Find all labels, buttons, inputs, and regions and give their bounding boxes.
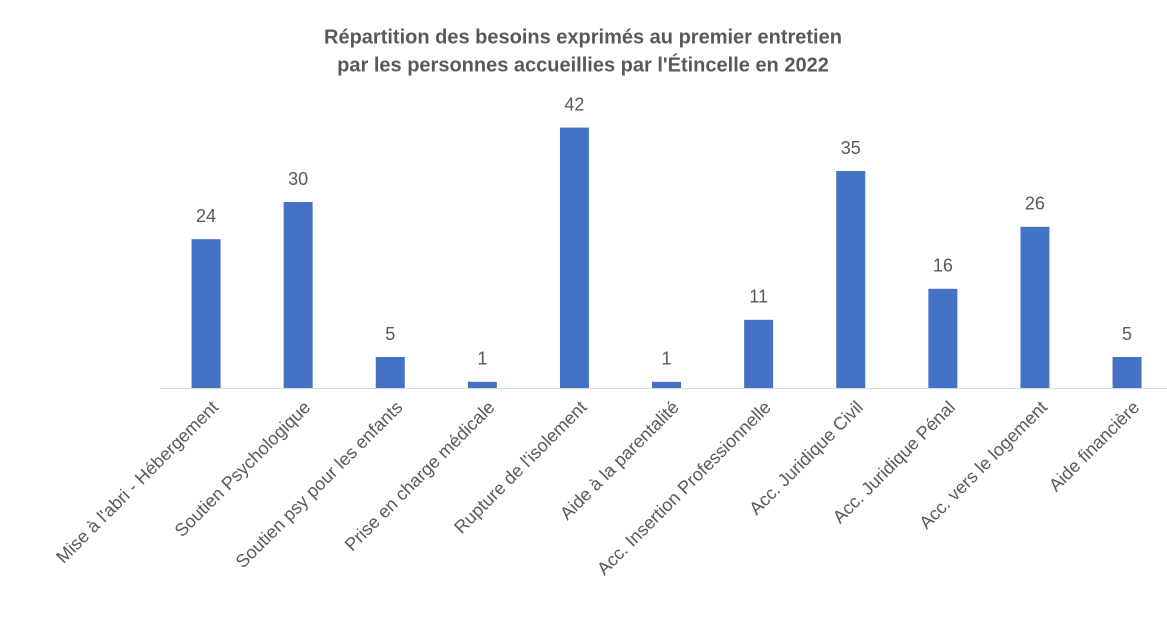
bar <box>1020 226 1050 388</box>
data-label: 5 <box>385 324 395 344</box>
bar <box>652 381 682 388</box>
x-tick-label: Prise en charge médicale <box>341 397 499 555</box>
data-label: 16 <box>933 256 953 276</box>
data-label: 5 <box>1122 324 1132 344</box>
x-tick-label: Aide financière <box>1045 397 1143 495</box>
bar <box>928 288 958 388</box>
data-label: 30 <box>288 169 308 189</box>
bar <box>559 127 589 388</box>
data-label: 35 <box>841 138 861 158</box>
bar <box>836 171 866 388</box>
x-tick-label: Mise à l'abri - Hébergement <box>52 397 222 567</box>
data-label: 42 <box>564 94 584 114</box>
bar <box>375 357 405 388</box>
bar <box>191 239 221 388</box>
data-label: 1 <box>477 349 487 369</box>
data-label: 11 <box>749 287 768 307</box>
data-label: 1 <box>662 349 672 369</box>
data-label: 24 <box>196 206 216 226</box>
chart-title: Répartition des besoins exprimés au prem… <box>324 26 842 48</box>
data-label: 26 <box>1025 194 1045 214</box>
x-tick-label: Acc. Insertion Professionnelle <box>593 397 775 579</box>
bar <box>283 202 313 388</box>
bar <box>1112 357 1142 388</box>
x-tick-label: Soutien psy pour les enfants <box>232 397 407 572</box>
bar <box>467 381 497 388</box>
chart-title: par les personnes accueillies par l'Étin… <box>337 53 829 76</box>
bar <box>744 319 774 388</box>
